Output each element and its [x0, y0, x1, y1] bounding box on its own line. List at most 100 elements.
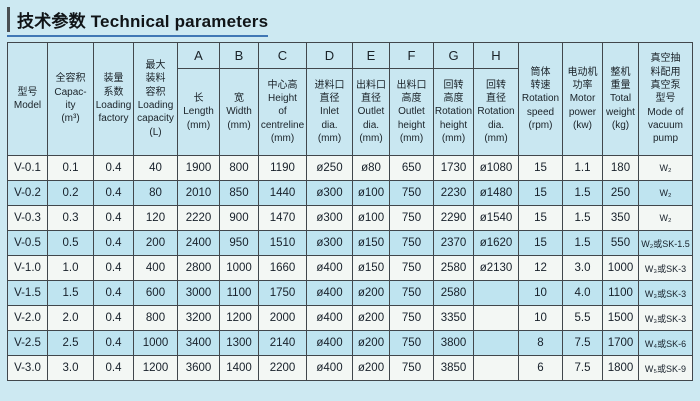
table-cell: 0.4: [93, 355, 134, 381]
table-cell: 15: [518, 230, 563, 256]
header-cell-loading-factor: 装量 系数 Loading factory: [93, 42, 134, 156]
table-cell: 40: [133, 155, 178, 181]
table-cell: 250: [602, 180, 639, 206]
table-cell: 0.2: [47, 180, 94, 206]
table-cell: 1750: [258, 280, 307, 306]
table-cell: ø2130: [473, 255, 519, 281]
table-row: V-0.5 0.5 0.4 200 2400 950 1510 ø300 ø150 750 2370…: [7, 230, 693, 256]
header-desc-B: 宽 Width (mm): [219, 68, 259, 156]
table-cell: 2140: [258, 330, 307, 356]
table-cell: 1200: [133, 355, 178, 381]
table-cell: 750: [389, 230, 434, 256]
table-cell: W₂: [638, 155, 693, 181]
table-cell: 0.5: [47, 230, 94, 256]
model-cell: V-0.2: [7, 180, 48, 206]
table-cell: 1100: [219, 280, 259, 306]
table-cell: 1400: [219, 355, 259, 381]
table-cell: 1000: [219, 255, 259, 281]
table-cell: ø100: [352, 205, 390, 231]
table-row: V-1.5 1.5 0.4 600 3000 1100 1750 ø400 ø200 750 258…: [7, 280, 693, 306]
table-row: V-0.2 0.2 0.4 80 2010 850 1440 ø300 ø100 750 2230 ø…: [7, 180, 693, 206]
table-cell: 2580: [433, 280, 474, 306]
header-desc-E: 出料口 直径 Outlet dia. (mm): [352, 68, 390, 156]
header-row-letters: 型号 Model 全容积 Capac- ity (m³) 装量 系数 Loading…: [7, 42, 693, 156]
table-cell: ø150: [352, 255, 390, 281]
table-cell: ø1080: [473, 155, 519, 181]
table-cell: 180: [602, 155, 639, 181]
table-cell: 1.5: [47, 280, 94, 306]
table-cell: 8: [518, 330, 563, 356]
page: 技术参数 Technical parameters 型号 Model 全容积 Ca…: [7, 7, 693, 381]
table-cell: 750: [389, 305, 434, 331]
table-cell: 1.0: [47, 255, 94, 281]
table-cell: 3850: [433, 355, 474, 381]
table-cell: 1730: [433, 155, 474, 181]
table-cell: 3400: [177, 330, 220, 356]
table-cell: 1800: [602, 355, 639, 381]
table-cell: W₃或SK-3: [638, 305, 693, 331]
table-cell: 2.5: [47, 330, 94, 356]
table-cell: 2230: [433, 180, 474, 206]
table-row: V-0.3 0.3 0.4 120 2220 900 1470 ø300 ø100 750 2290…: [7, 205, 693, 231]
model-cell: V-3.0: [7, 355, 48, 381]
table-cell: 120: [133, 205, 178, 231]
table-cell: 7.5: [562, 330, 603, 356]
table-cell: 1100: [602, 280, 639, 306]
table-cell: 800: [219, 155, 259, 181]
model-cell: V-2.0: [7, 305, 48, 331]
table-cell: 400: [133, 255, 178, 281]
table-cell: 2800: [177, 255, 220, 281]
table-cell: 550: [602, 230, 639, 256]
table-cell: 950: [219, 230, 259, 256]
table-cell: 0.4: [93, 155, 134, 181]
table-cell: 2.0: [47, 305, 94, 331]
table-cell: 1470: [258, 205, 307, 231]
header-cell-motor-power: 电动机 功率 Motor power (kw): [562, 42, 603, 156]
table-cell: ø200: [352, 280, 390, 306]
table-cell: 0.4: [93, 180, 134, 206]
table-cell: 1500: [602, 305, 639, 331]
table-cell: 750: [389, 205, 434, 231]
table-cell: 2580: [433, 255, 474, 281]
table-cell: 12: [518, 255, 563, 281]
table-cell: 1440: [258, 180, 307, 206]
table-cell: 7.5: [562, 355, 603, 381]
header-desc-A: 长 Length (mm): [177, 68, 220, 156]
header-cell-loading-capacity: 最大 装料 容积 Loading capacity (L): [133, 42, 178, 156]
table-cell: 0.4: [93, 330, 134, 356]
table-cell: 1200: [219, 305, 259, 331]
header-cell-model: 型号 Model: [7, 42, 48, 156]
table-cell: W₄或SK-6: [638, 330, 693, 356]
table-cell: 2220: [177, 205, 220, 231]
model-cell: V-1.5: [7, 280, 48, 306]
table-cell: 0.3: [47, 205, 94, 231]
header-letter-G: G: [433, 42, 474, 69]
table-cell: 1190: [258, 155, 307, 181]
table-cell: 3.0: [562, 255, 603, 281]
header-letter-E: E: [352, 42, 390, 69]
table-cell: 3350: [433, 305, 474, 331]
header-desc-C: 中心高 Height of centreline (mm): [258, 68, 307, 156]
table-cell: ø200: [352, 305, 390, 331]
table-cell: 1.5: [562, 230, 603, 256]
header-cell-rotation-speed: 筒体 转速 Rotation speed (rpm): [518, 42, 563, 156]
table-cell: ø200: [352, 355, 390, 381]
table-cell: ø250: [306, 155, 353, 181]
table-cell: ø400: [306, 330, 353, 356]
table-cell: 1660: [258, 255, 307, 281]
table-cell: 0.4: [93, 230, 134, 256]
model-cell: V-0.3: [7, 205, 48, 231]
table-row: V-0.1 0.1 0.4 40 1900 800 1190 ø250 ø80 650 1730 ø1…: [7, 155, 693, 181]
table-cell: 750: [389, 180, 434, 206]
table-header: 型号 Model 全容积 Capac- ity (m³) 装量 系数 Loading…: [7, 42, 693, 156]
table-cell: 3600: [177, 355, 220, 381]
table-cell: 2290: [433, 205, 474, 231]
table-cell: 0.4: [93, 280, 134, 306]
table-cell: W₂: [638, 180, 693, 206]
table-cell: 5.5: [562, 305, 603, 331]
table-cell: [473, 305, 519, 331]
page-title: 技术参数 Technical parameters: [7, 7, 269, 37]
table-cell: 3.0: [47, 355, 94, 381]
table-cell: ø100: [352, 180, 390, 206]
model-cell: V-1.0: [7, 255, 48, 281]
